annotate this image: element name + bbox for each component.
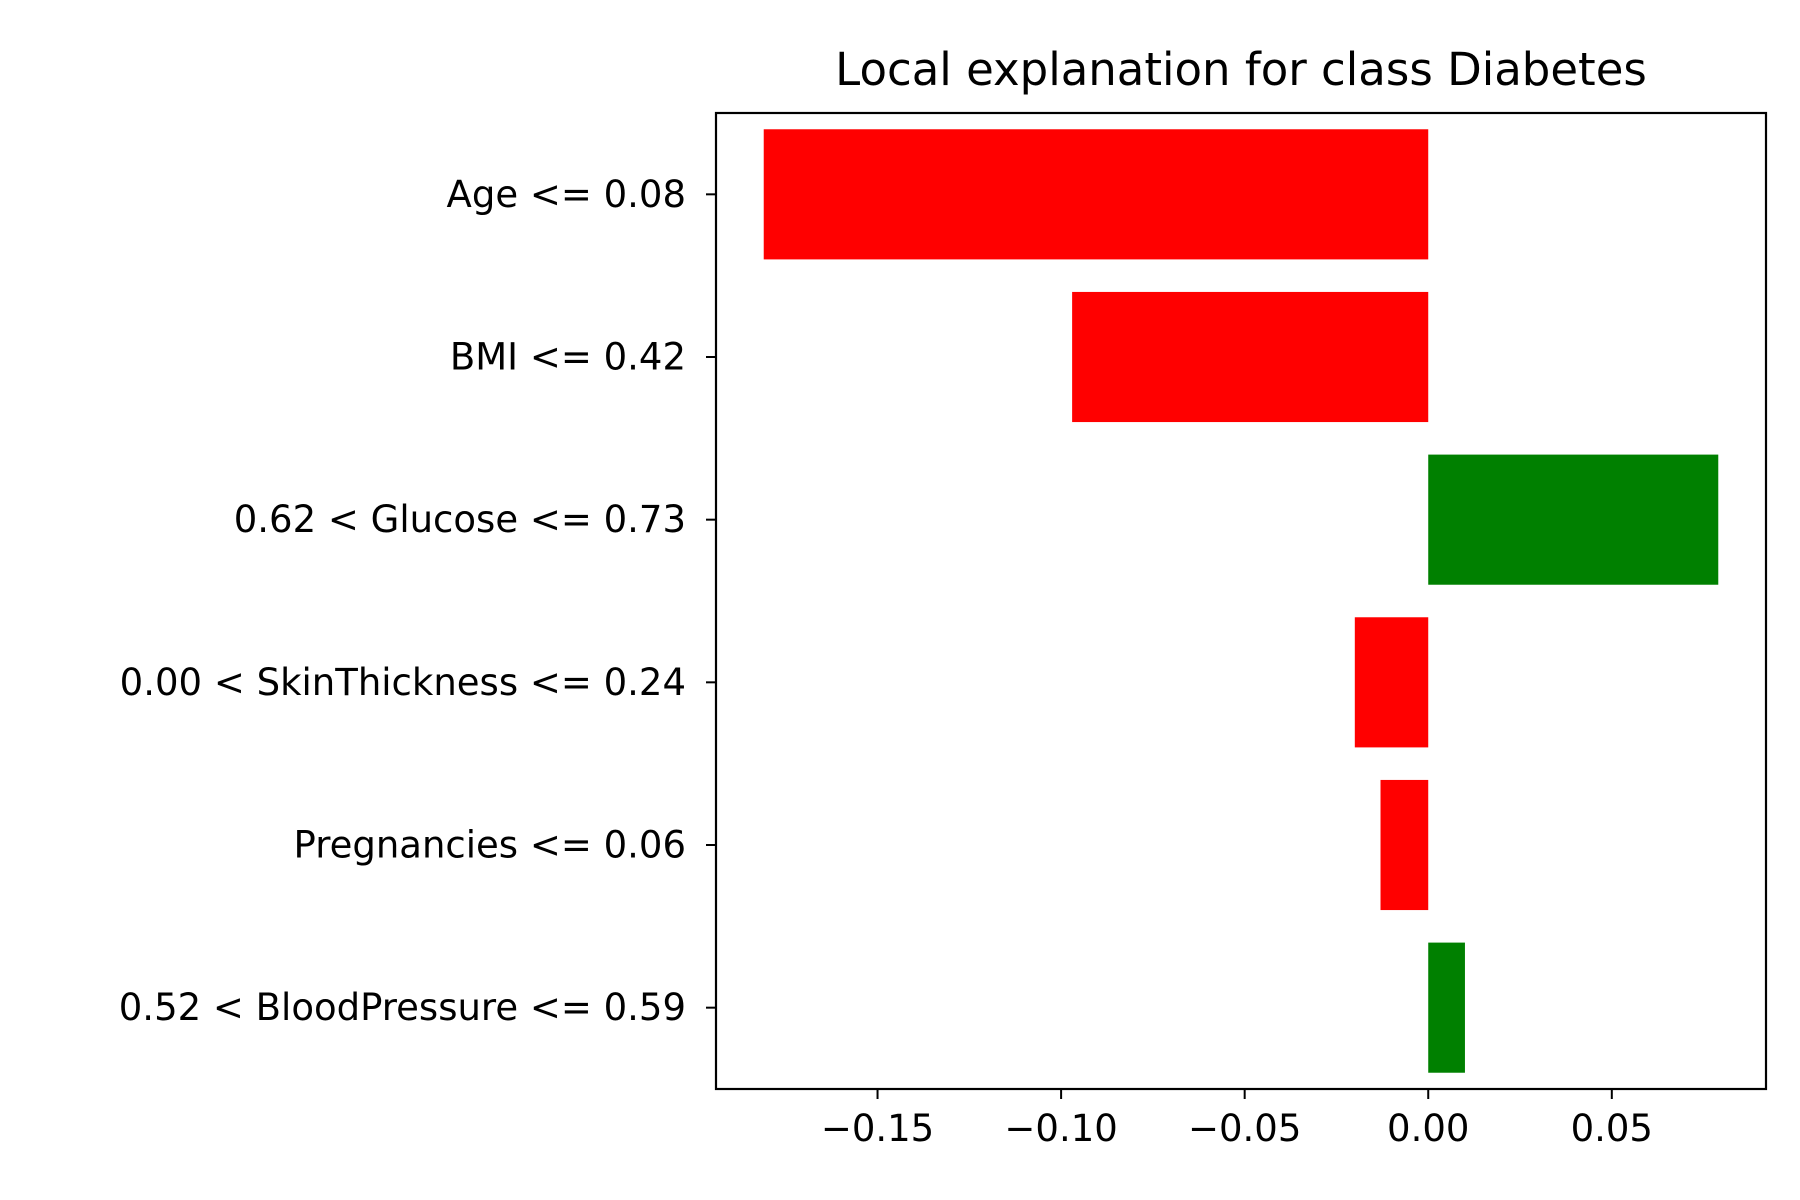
y-tick-label-4: Pregnancies <= 0.06 [294,824,686,867]
x-tick-label-4: 0.05 [1571,1107,1653,1150]
x-tick-label-2: −0.05 [1188,1107,1301,1150]
bar-2 [1428,454,1719,585]
y-tick-label-3: 0.00 < SkinThickness <= 0.24 [120,661,686,704]
plot-frame [714,111,1768,1091]
chart-title: Local explanation for class Diabetes [835,43,1647,96]
x-axis: −0.15 −0.10 −0.05 0.00 0.05 [821,1089,1653,1150]
x-tick-label-0: −0.15 [821,1107,934,1150]
y-tick-label-2: 0.62 < Glucose <= 0.73 [234,498,686,541]
bars-group [763,129,1719,1073]
bar-4 [1380,779,1429,911]
y-tick-label-1: BMI <= 0.42 [450,336,686,379]
y-tick-label-0: Age <= 0.08 [447,173,686,216]
bar-5 [1428,942,1465,1073]
x-tick-label-1: −0.10 [1004,1107,1117,1150]
bar-0 [763,129,1429,260]
x-tick-label-3: 0.00 [1387,1107,1469,1150]
y-axis: Age <= 0.08 BMI <= 0.42 0.62 < Glucose <= … [119,173,716,1029]
bar-3 [1354,617,1429,748]
y-tick-label-5: 0.52 < BloodPressure <= 0.59 [119,986,686,1029]
bar-1 [1072,291,1429,423]
